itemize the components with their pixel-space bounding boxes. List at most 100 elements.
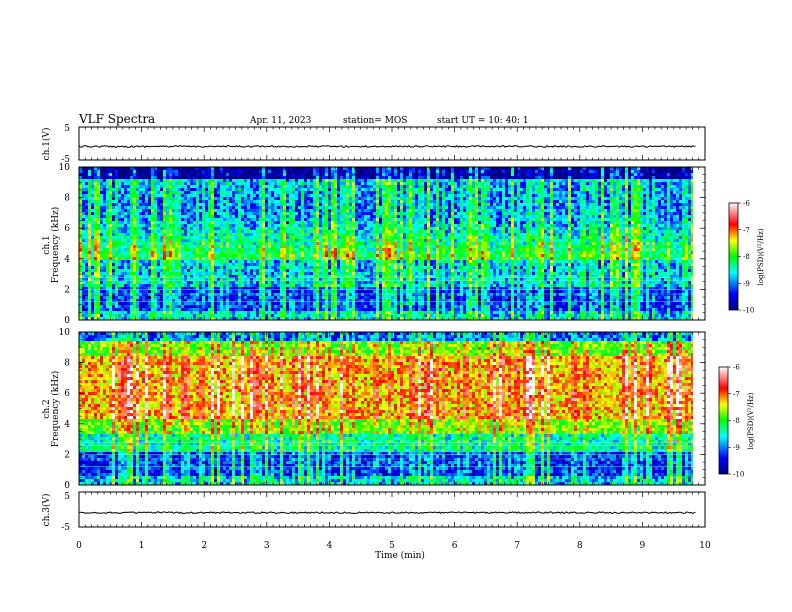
spectrogram-cell <box>100 290 104 294</box>
spectrogram-cell <box>163 230 167 234</box>
spectrogram-cell <box>238 176 242 180</box>
spectrogram-cell <box>235 185 239 189</box>
spectrogram-cell <box>103 308 107 312</box>
spectrogram-cell <box>280 221 284 225</box>
spectrogram-cell <box>346 314 350 318</box>
spectrogram-cell <box>130 203 134 207</box>
spectrogram-cell <box>79 245 83 249</box>
spectrogram-cell <box>259 257 263 261</box>
spectrogram-cell <box>235 266 239 270</box>
spectrogram-cell <box>298 311 302 315</box>
spectrogram-cell <box>277 170 281 174</box>
spectrogram-cell <box>103 215 107 219</box>
spectrogram-cell <box>307 245 311 249</box>
spectrogram-cell <box>175 173 179 177</box>
spectrogram-cell <box>148 272 152 276</box>
spectrogram-cell <box>310 212 314 216</box>
spectrogram-cell <box>277 179 281 183</box>
spectrogram-cell <box>268 269 272 273</box>
spectrogram-cell <box>79 200 83 204</box>
spectrogram-cell <box>178 173 182 177</box>
spectrogram-cell <box>244 176 248 180</box>
spectrogram-cell <box>328 287 332 291</box>
spectrogram-cell <box>250 248 254 252</box>
spectrogram-cell <box>115 224 119 228</box>
spectrogram-cell <box>217 170 221 174</box>
spectrogram-cell <box>160 302 164 306</box>
spectrogram-cell <box>196 194 200 198</box>
spectrogram-cell <box>160 185 164 189</box>
spectrogram-cell <box>331 254 335 258</box>
spectrogram-cell <box>202 167 206 171</box>
spectrogram-cell <box>100 203 104 207</box>
spectrogram-cell <box>190 197 194 201</box>
spectrogram-cell <box>295 230 299 234</box>
spectrogram-cell <box>184 245 188 249</box>
spectrogram-cell <box>349 293 353 297</box>
spectrogram-cell <box>142 242 146 246</box>
spectrogram-cell <box>124 221 128 225</box>
spectrogram-cell <box>334 257 338 261</box>
spectrogram-cell <box>274 197 278 201</box>
spectrogram-cell <box>310 185 314 189</box>
spectrogram-cell <box>358 218 362 222</box>
spectrogram-cell <box>109 221 113 225</box>
spectrogram-cell <box>160 218 164 222</box>
spectrogram-cell <box>202 251 206 255</box>
spectrogram-cell <box>202 218 206 222</box>
spectrogram-cell <box>268 236 272 240</box>
spectrogram-cell <box>172 275 176 279</box>
spectrogram-cell <box>325 245 329 249</box>
spectrogram-cell <box>187 275 191 279</box>
spectrogram-cell <box>319 293 323 297</box>
spectrogram-cell <box>166 293 170 297</box>
spectrogram-cell <box>286 287 290 291</box>
spectrogram-cell <box>142 308 146 312</box>
spectrogram-cell <box>205 290 209 294</box>
spectrogram-cell <box>259 170 263 174</box>
spectrogram-cell <box>334 281 338 285</box>
spectrogram-cell <box>79 290 83 294</box>
spectrogram-cell <box>109 176 113 180</box>
spectrogram-cell <box>151 263 155 267</box>
spectrogram-cell <box>256 287 260 291</box>
spectrogram-cell <box>358 215 362 219</box>
spectrogram-cell <box>172 176 176 180</box>
spectrogram-cell <box>166 239 170 243</box>
spectrogram-cell <box>100 311 104 315</box>
spectrogram-cell <box>274 317 278 320</box>
spectrogram-cell <box>136 245 140 249</box>
spectrogram-cell <box>142 209 146 213</box>
spectrogram-cell <box>142 251 146 255</box>
spectrogram-cell <box>253 215 257 219</box>
spectrogram-cell <box>94 218 98 222</box>
spectrogram-cell <box>172 278 176 282</box>
spectrogram-cell <box>331 299 335 303</box>
spectrogram-cell <box>187 299 191 303</box>
spectrogram-cell <box>325 185 329 189</box>
spectrogram-cell <box>307 185 311 189</box>
spectrogram-cell <box>298 176 302 180</box>
spectrogram-cell <box>331 239 335 243</box>
spectrogram-cell <box>238 218 242 222</box>
spectrogram-cell <box>265 254 269 258</box>
spectrogram-cell <box>175 176 179 180</box>
spectrogram-cell <box>88 215 92 219</box>
spectrogram-cell <box>79 176 83 180</box>
spectrogram-cell <box>349 191 353 195</box>
spectrogram-cell <box>148 188 152 192</box>
spectrogram-cell <box>265 221 269 225</box>
spectrogram-cell <box>352 185 356 189</box>
spectrogram-cell <box>283 245 287 249</box>
spectrogram-cell <box>157 212 161 216</box>
spectrogram-cell <box>154 254 158 258</box>
spectrogram-cell <box>187 296 191 300</box>
spectrogram-cell <box>199 236 203 240</box>
spectrogram-cell <box>349 278 353 282</box>
spectrogram-cell <box>283 224 287 228</box>
spectrogram-cell <box>142 263 146 267</box>
spectrogram-cell <box>319 236 323 240</box>
spectrogram-cell <box>103 170 107 174</box>
spectrogram-cell <box>328 305 332 309</box>
spectrogram-cell <box>217 311 221 315</box>
